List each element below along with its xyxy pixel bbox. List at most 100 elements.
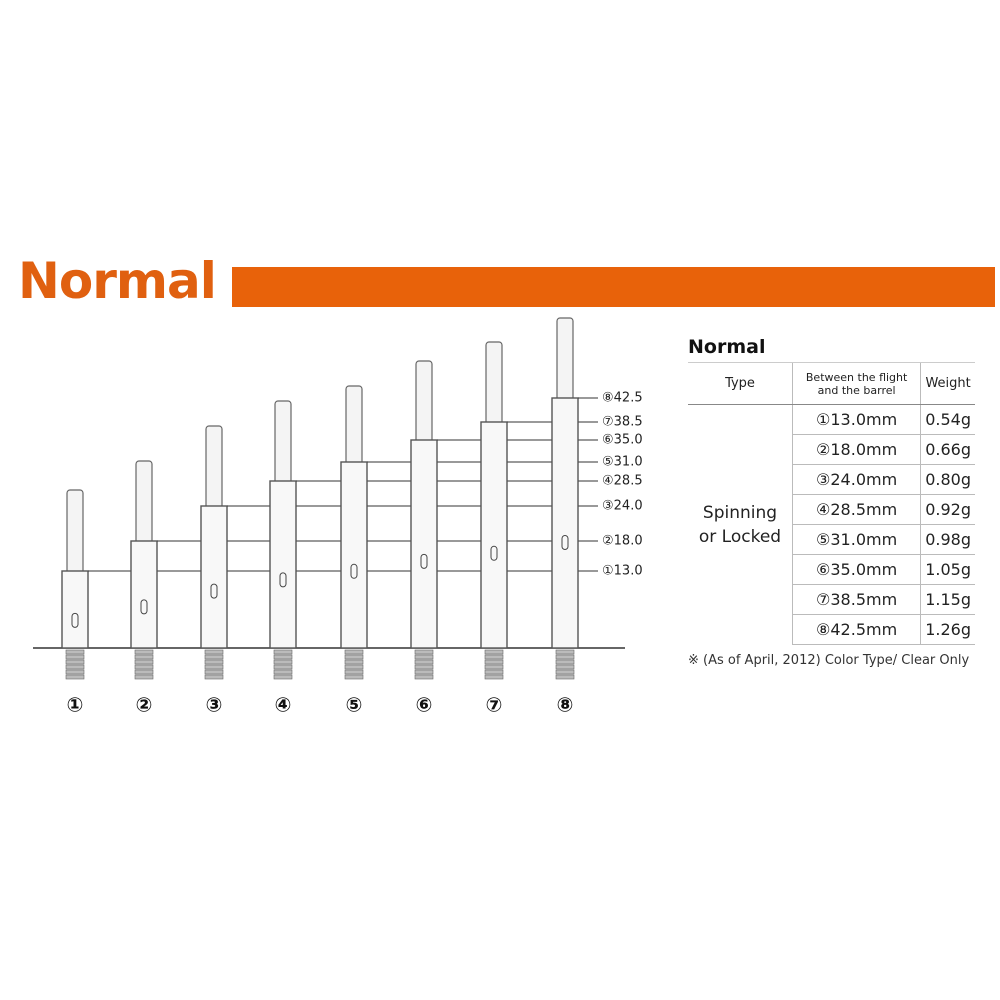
table-title: Normal <box>688 336 766 358</box>
thread <box>273 654 293 660</box>
column-header: Between the flight and the barrel <box>791 362 921 405</box>
length-label: ④28.5 <box>602 474 643 489</box>
weight-cell: 0.66g <box>920 434 975 465</box>
column-header: Type <box>688 362 793 405</box>
shaft-body <box>410 439 438 649</box>
shaft-slot <box>210 583 218 599</box>
thread <box>204 654 224 660</box>
table-row: ②18.0mm 0.66g <box>688 434 975 465</box>
shaft-tip <box>135 460 153 548</box>
shaft-slot <box>561 535 569 550</box>
shaft-slot <box>71 612 79 628</box>
shaft-body <box>480 421 508 649</box>
shaft-body <box>269 480 297 649</box>
shaft-body <box>200 505 228 649</box>
thread <box>484 659 504 665</box>
thread <box>65 659 85 665</box>
table-body: Spinning or Locked ①13.0mm 0.54g ②18.0mm 0.6… <box>688 404 975 645</box>
table-row: ④28.5mm 0.92g <box>688 494 975 525</box>
thread <box>134 664 154 670</box>
title-bar <box>232 267 995 307</box>
weight-cell: 0.98g <box>920 524 975 555</box>
shaft-tip <box>415 360 433 447</box>
shaft-number: ⑥ <box>416 693 433 717</box>
shaft-tip <box>274 400 292 488</box>
thread <box>134 669 154 675</box>
thread <box>204 649 224 655</box>
length-cell: ①13.0mm <box>791 404 921 435</box>
table-row: ⑤31.0mm 0.98g <box>688 524 975 555</box>
thread <box>555 654 575 660</box>
thread <box>65 649 85 655</box>
thread <box>65 654 85 660</box>
table-row: Spinning or Locked ①13.0mm 0.54g <box>688 404 975 547</box>
table-row: ⑧42.5mm 1.26g <box>688 614 975 645</box>
length-cell: ②18.0mm <box>791 434 921 465</box>
length-label: ②18.0 <box>602 534 643 549</box>
thread <box>344 664 364 670</box>
length-label: ③24.0 <box>602 499 643 514</box>
shaft-body <box>61 570 89 649</box>
shaft-slot <box>350 563 358 579</box>
thread <box>414 659 434 665</box>
thread <box>204 669 224 675</box>
note: ※ (As of April, 2012) Color Type/ Clear … <box>688 653 970 668</box>
shaft-number: ② <box>136 693 153 717</box>
shaft-number: ⑤ <box>346 693 363 717</box>
page-title: Normal <box>18 252 217 310</box>
length-cell: ⑤31.0mm <box>791 524 921 555</box>
thread <box>414 664 434 670</box>
shaft-number: ⑧ <box>557 693 574 717</box>
thread <box>134 674 154 680</box>
thread <box>273 659 293 665</box>
shaft-body <box>130 540 158 649</box>
thread <box>344 649 364 655</box>
thread <box>484 664 504 670</box>
thread <box>273 649 293 655</box>
table-row: ⑦38.5mm 1.15g <box>688 584 975 615</box>
thread <box>414 674 434 680</box>
shaft-body <box>340 461 368 649</box>
length-cell: ⑧42.5mm <box>791 614 921 645</box>
weight-cell: 0.92g <box>920 494 975 525</box>
spec-table: Type Between the flight and the barrel W… <box>688 362 975 645</box>
thread <box>555 674 575 680</box>
shaft-number: ⑦ <box>486 693 503 717</box>
column-header: Weight <box>920 362 975 405</box>
thread <box>134 659 154 665</box>
weight-cell: 0.54g <box>920 404 975 435</box>
thread <box>484 654 504 660</box>
thread <box>273 664 293 670</box>
thread <box>414 654 434 660</box>
length-label: ⑤31.0 <box>602 455 643 470</box>
shaft-slot <box>420 553 428 569</box>
thread <box>555 664 575 670</box>
length-cell: ⑦38.5mm <box>791 584 921 615</box>
shaft-figure: ① ② ③ ④ ⑤ ⑥ ⑦ ⑧ ⑧42.5 ⑦38.5 ⑥35.0 ⑤31.0 ④28.5 ③24.0 ②1… <box>33 317 643 717</box>
shaft-tip <box>556 317 574 405</box>
thread <box>484 669 504 675</box>
thread <box>65 669 85 675</box>
type-cell: Spinning or Locked <box>698 502 782 547</box>
weight-cell: 1.26g <box>920 614 975 645</box>
length-label: ⑥35.0 <box>602 433 643 448</box>
thread <box>65 664 85 670</box>
thread <box>134 649 154 655</box>
weight-cell: 1.05g <box>920 554 975 585</box>
shaft-slot <box>279 572 287 588</box>
shaft-tip <box>66 489 84 578</box>
table-row: ⑥35.0mm 1.05g <box>688 554 975 585</box>
shaft-slot <box>140 599 148 615</box>
thread <box>344 659 364 665</box>
shaft-tip <box>205 425 223 513</box>
table-row: ③24.0mm 0.80g <box>688 464 975 495</box>
thread <box>204 664 224 670</box>
length-label: ⑧42.5 <box>602 391 643 406</box>
thread <box>555 649 575 655</box>
shaft-tip <box>485 341 503 429</box>
thread <box>484 674 504 680</box>
shaft-slot <box>490 545 498 561</box>
thread <box>414 669 434 675</box>
thread <box>344 669 364 675</box>
